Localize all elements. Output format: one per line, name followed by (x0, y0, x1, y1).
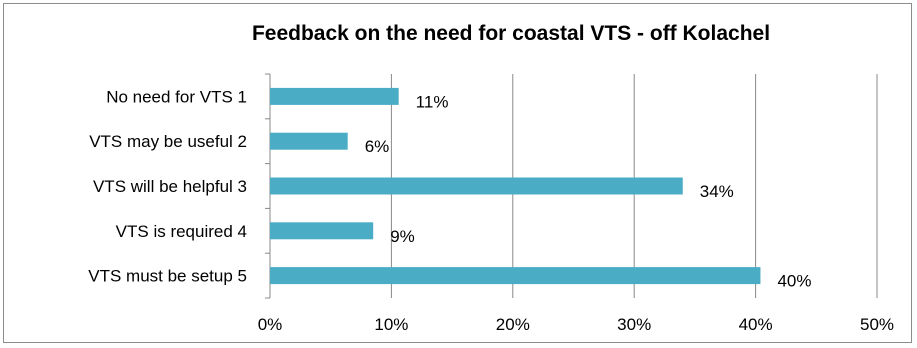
chart-frame (3, 3, 912, 343)
data-label: 40% (777, 272, 811, 291)
data-label: 6% (365, 137, 390, 156)
x-tick-labels: 0% 10% 20% 30% 40% 50% (258, 315, 894, 334)
x-tick-label: 0% (258, 315, 283, 334)
x-tick-label: 50% (860, 315, 894, 334)
bar (270, 222, 374, 240)
bars (270, 87, 761, 285)
data-label: 34% (700, 182, 734, 201)
y-axis (265, 73, 271, 299)
category-label: VTS must be setup 5 (88, 267, 247, 286)
category-labels: No need for VTS 1 VTS may be useful 2 VTS … (88, 87, 247, 285)
bar (270, 267, 761, 285)
data-label: 9% (390, 227, 415, 246)
chart-title: Feedback on the need for coastal VTS - o… (252, 22, 770, 45)
category-label: No need for VTS 1 (106, 87, 247, 106)
bar (270, 87, 399, 105)
category-label: VTS may be useful 2 (89, 132, 247, 151)
category-label: VTS is required 4 (116, 222, 247, 241)
x-tick-label: 20% (496, 315, 530, 334)
x-tick-label: 40% (739, 315, 773, 334)
x-tick-label: 10% (374, 315, 408, 334)
data-labels: 11% 6% 34% 9% 40% (365, 92, 812, 290)
bar (270, 132, 348, 150)
x-tick-label: 30% (617, 315, 651, 334)
bar (270, 177, 683, 195)
category-label: VTS will be helpful 3 (93, 177, 247, 196)
data-label: 11% (416, 92, 449, 111)
